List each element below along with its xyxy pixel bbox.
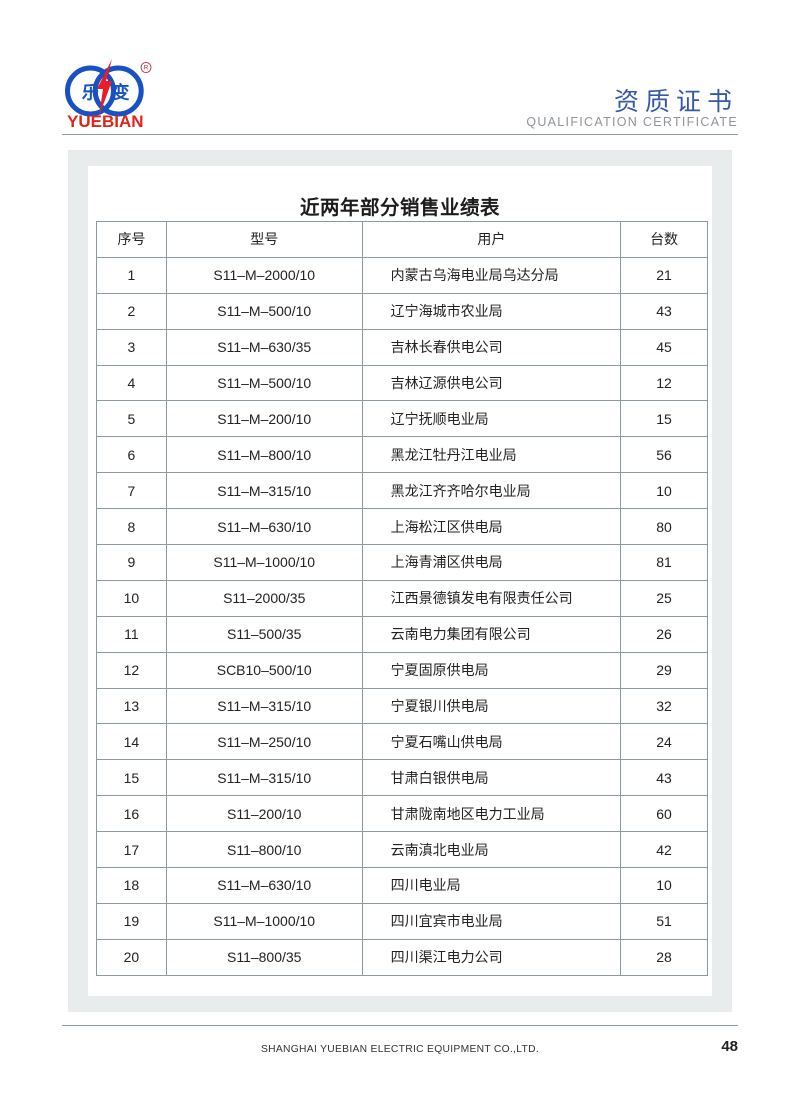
svg-text:R: R [144,65,149,72]
svg-text:乐: 乐 [82,83,100,103]
svg-text:变: 变 [112,83,130,103]
